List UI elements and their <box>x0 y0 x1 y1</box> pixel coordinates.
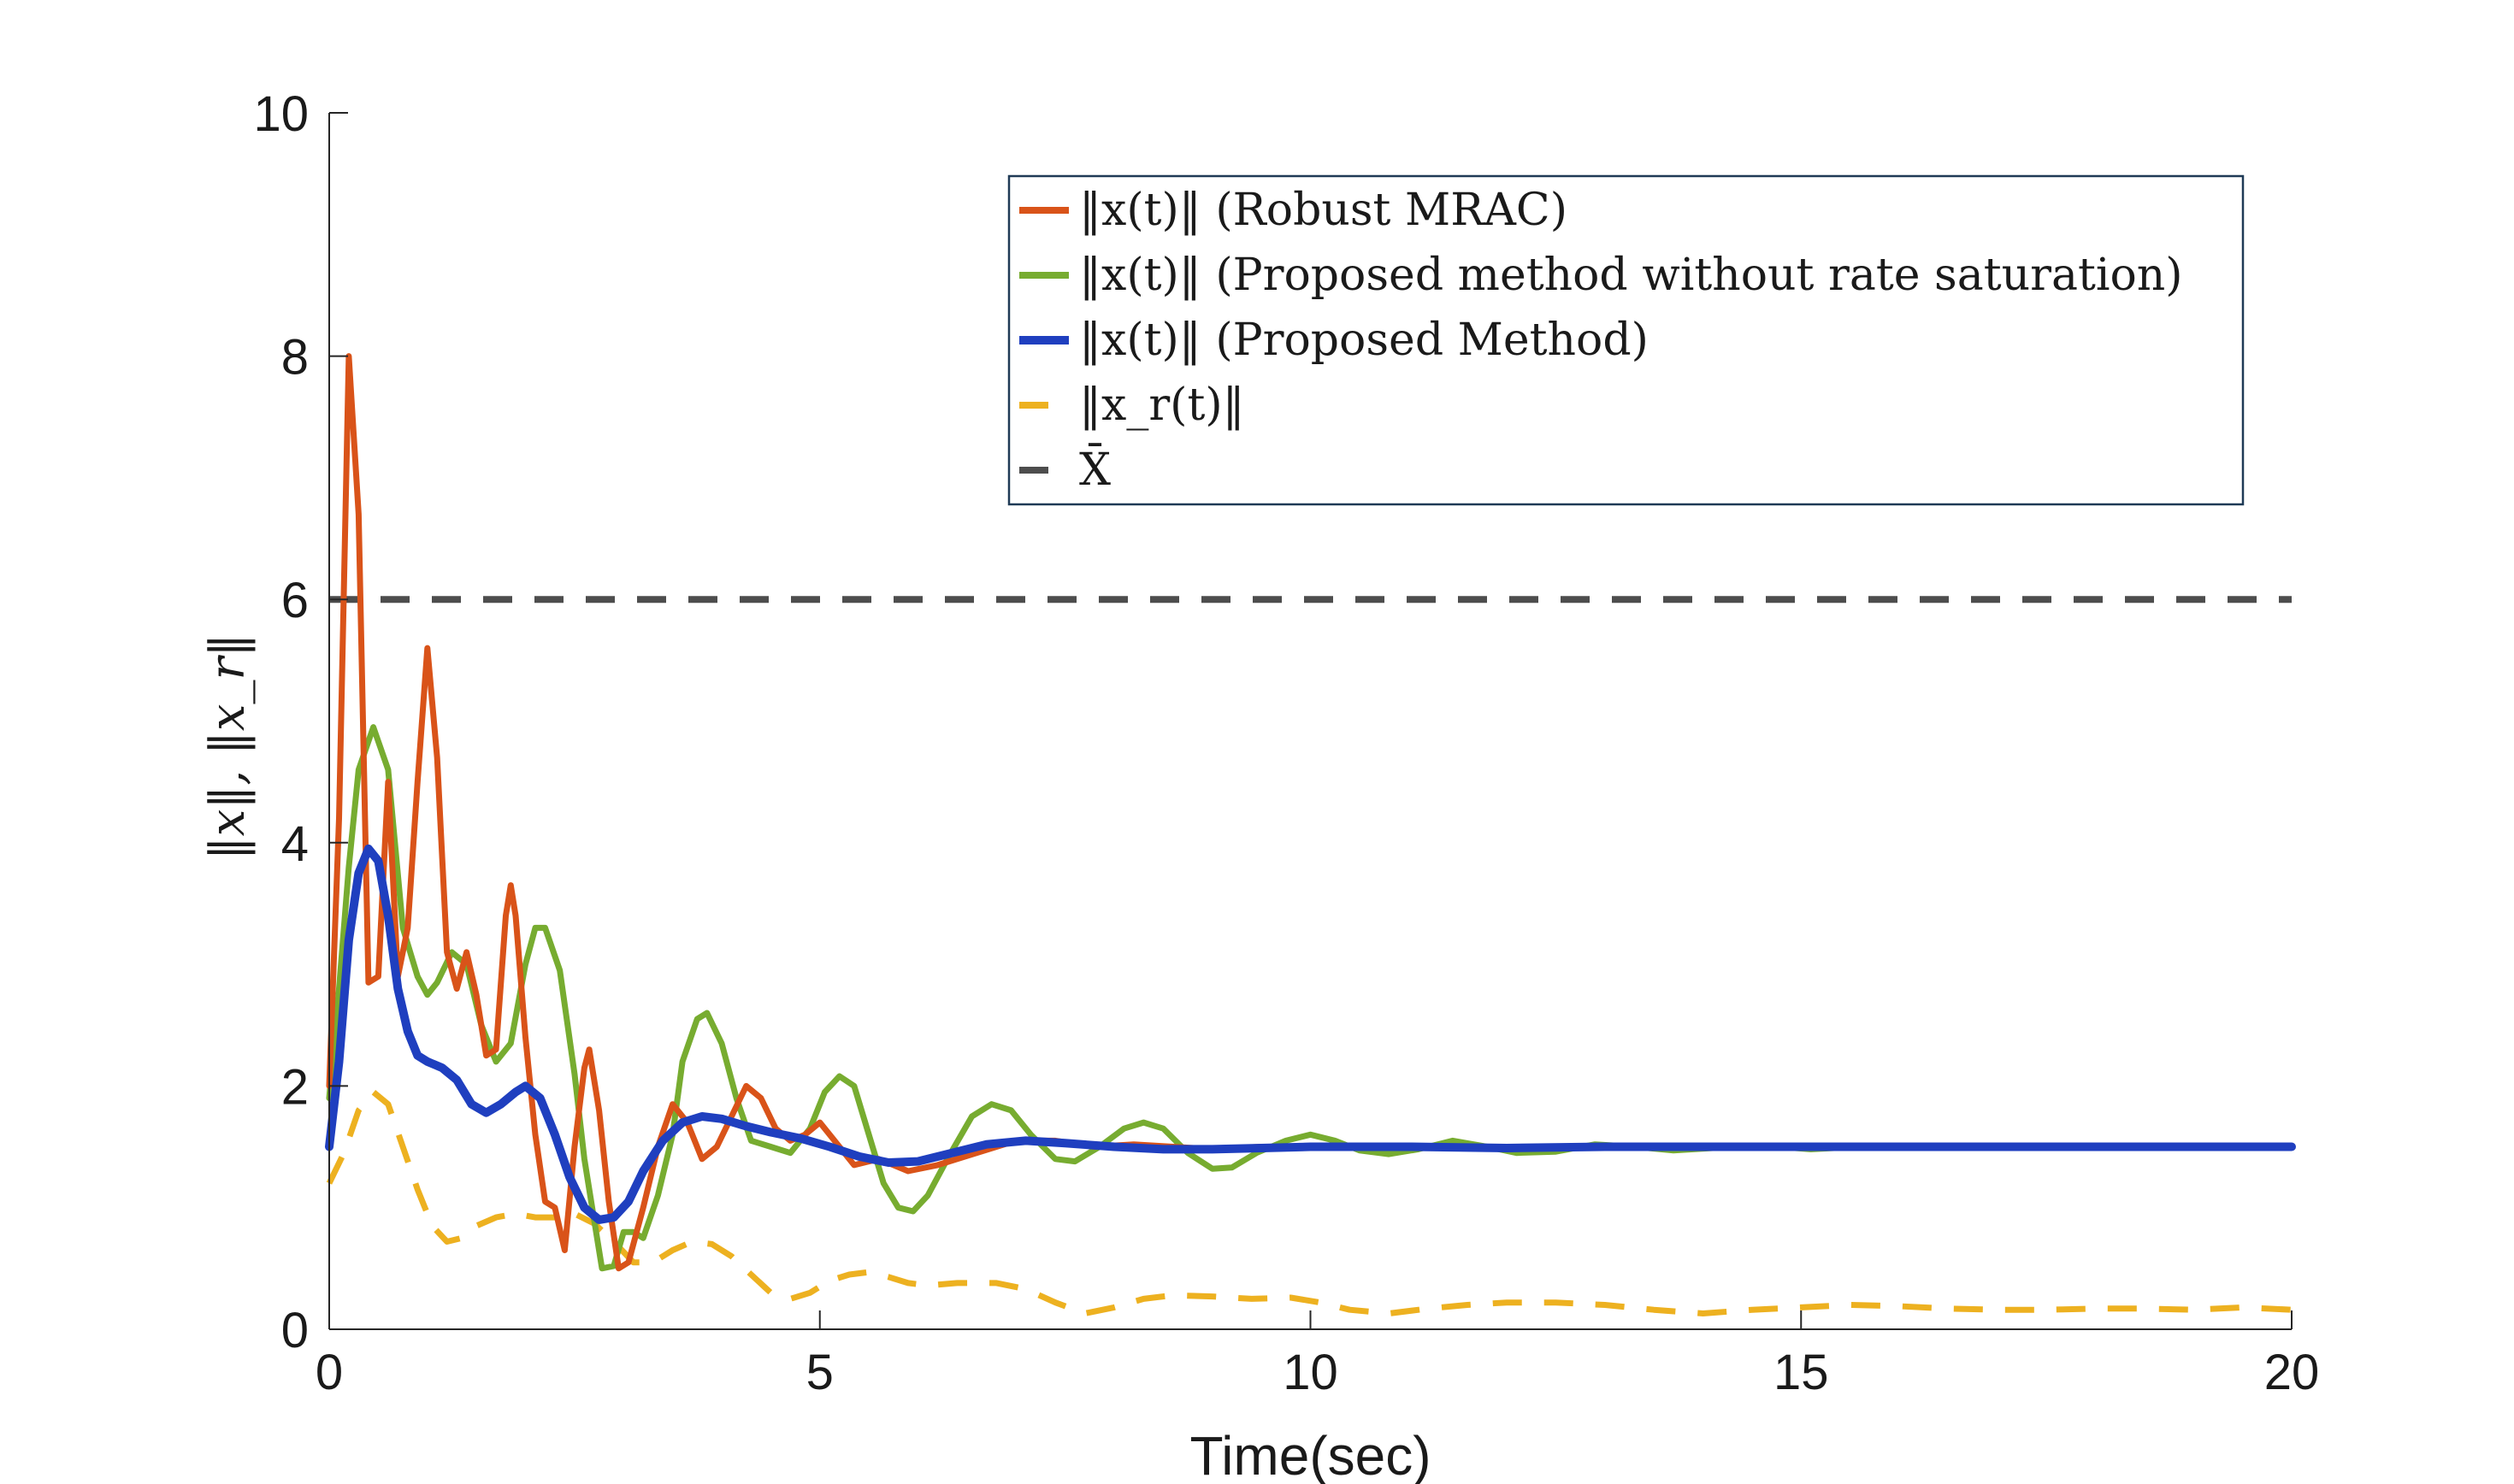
y-tick-label: 8 <box>281 330 309 386</box>
x-axis-title: Time(sec) <box>1189 1425 1431 1484</box>
x-tick-label: 0 <box>316 1345 343 1400</box>
y-tick-label: 6 <box>281 573 309 628</box>
x-tick-label: 10 <box>1283 1345 1338 1400</box>
legend-label-2: ‖x(t)‖ (Proposed Method) <box>1079 315 1649 366</box>
ticks-layer: 0 5 10 15 20 0 2 4 6 8 10 <box>253 86 2319 1400</box>
x-tick-label: 20 <box>2264 1345 2320 1400</box>
legend-label-1: ‖x(t)‖ (Proposed method without rate sat… <box>1079 250 2183 301</box>
series-line-2 <box>325 844 2296 1224</box>
x-tick-label: 15 <box>1773 1345 1829 1400</box>
legend-label-3: ‖x_r(t)‖ <box>1079 380 1245 431</box>
legend-label-0: ‖x(t)‖ (Robust MRAC) <box>1079 185 1567 236</box>
plot-area: 0 5 10 15 20 0 2 4 6 8 10 <box>253 86 2319 1400</box>
series-layer <box>325 353 2296 1316</box>
y-tick-label: 2 <box>281 1059 309 1115</box>
x-tick-label: 5 <box>806 1345 834 1400</box>
legend-box <box>1007 174 2245 506</box>
legend: ‖x(t)‖ (Robust MRAC) ‖x(t)‖ (Proposed met… <box>1007 174 2245 506</box>
y-axis-title-text: ‖x‖, ‖x_r‖ <box>200 633 256 861</box>
y-tick-label: 4 <box>281 816 309 872</box>
y-tick-label: 10 <box>253 86 309 142</box>
legend-label-4: X̄ <box>1079 444 1111 496</box>
series-line-3 <box>326 1089 2293 1316</box>
y-axis-title: ‖x‖, ‖x_r‖ <box>200 633 256 861</box>
y-tick-label: 0 <box>281 1303 309 1358</box>
